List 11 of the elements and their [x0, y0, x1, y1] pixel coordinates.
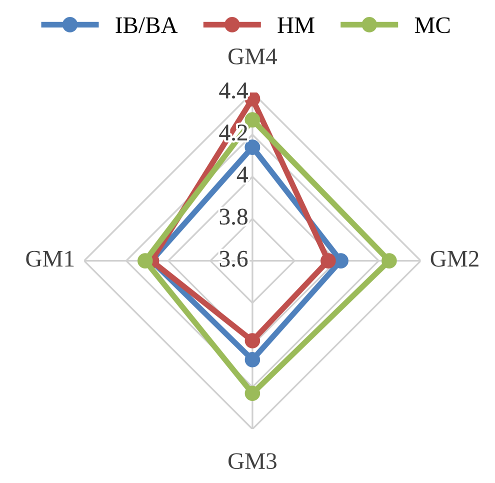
legend-label: IB/BA	[116, 17, 178, 34]
y-tick-label: 4.4	[219, 82, 248, 99]
y-tick-label: 3.8	[220, 208, 248, 225]
spoke-label: GM3	[228, 453, 276, 470]
spoke-label: GM2	[430, 250, 478, 267]
legend-label: MC	[414, 17, 450, 34]
spoke-label: GM4	[228, 48, 278, 64]
y-tick-label: 4	[236, 166, 248, 182]
y-tick-label: 3.6	[220, 250, 248, 267]
spoke-label: GM1	[26, 250, 74, 267]
legend-label: HM	[278, 17, 314, 33]
